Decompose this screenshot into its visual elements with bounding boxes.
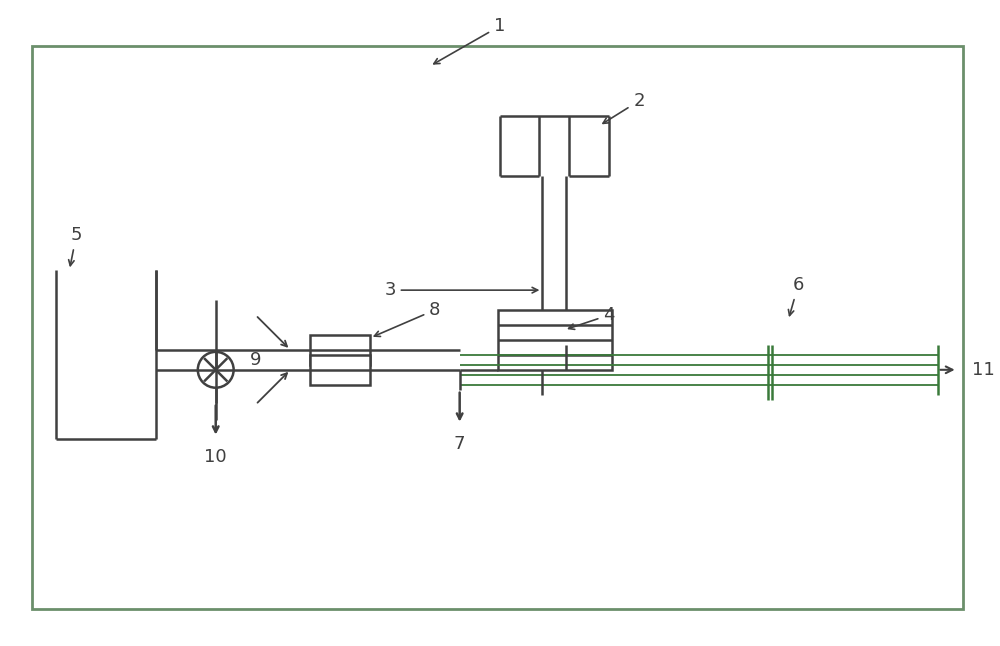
Text: 8: 8	[374, 301, 440, 337]
Text: 10: 10	[204, 448, 227, 466]
Bar	[498, 310, 612, 370]
Text: 6: 6	[788, 276, 804, 315]
Text: 2: 2	[603, 92, 645, 123]
Circle shape	[198, 352, 234, 388]
Text: 7: 7	[454, 435, 465, 453]
Bar	[310, 335, 370, 365]
Text: 9: 9	[250, 351, 261, 369]
Text: 1: 1	[434, 17, 505, 64]
Bar	[32, 47, 963, 609]
Text: 3: 3	[384, 281, 538, 299]
Text: 11: 11	[972, 361, 995, 379]
Text: 5: 5	[69, 226, 82, 266]
Text: 4: 4	[569, 306, 615, 329]
Bar	[310, 355, 370, 385]
